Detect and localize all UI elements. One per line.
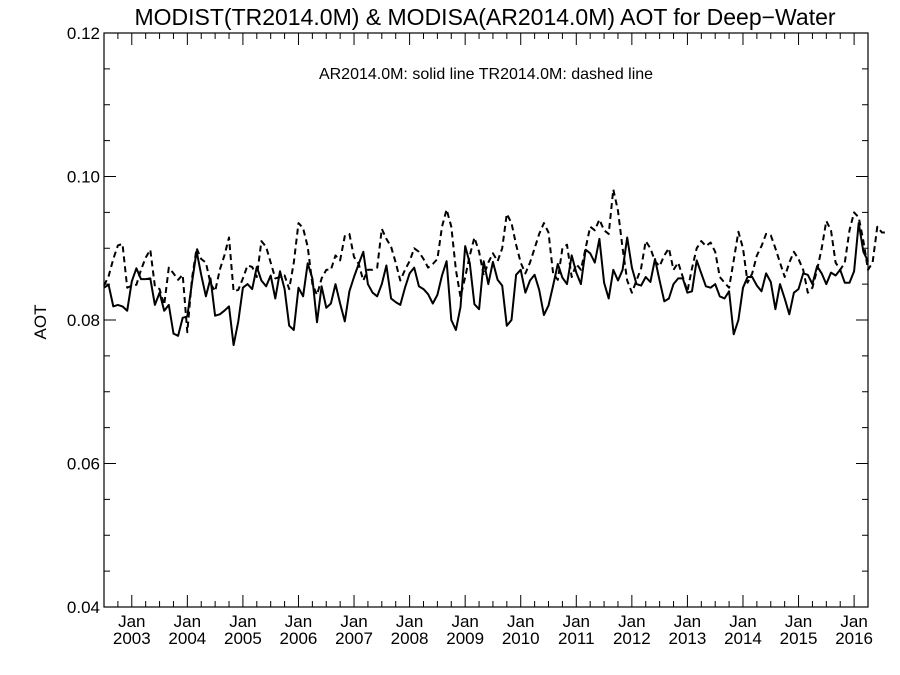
x-tick-label-year: 2012 bbox=[613, 629, 651, 648]
x-tick-label-month: Jan bbox=[451, 612, 478, 631]
x-tick-label-month: Jan bbox=[840, 612, 867, 631]
x-tick-label-year: 2009 bbox=[446, 629, 484, 648]
x-tick-label-year: 2014 bbox=[724, 629, 762, 648]
x-tick-label-year: 2005 bbox=[224, 629, 262, 648]
x-tick-label-year: 2008 bbox=[391, 629, 429, 648]
x-tick-label-month: Jan bbox=[507, 612, 534, 631]
x-tick-label-year: 2011 bbox=[558, 629, 595, 648]
x-tick-label-year: 2010 bbox=[502, 629, 540, 648]
series-lines bbox=[103, 188, 887, 347]
y-tick-label: 0.04 bbox=[67, 598, 100, 617]
y-tick-label: 0.06 bbox=[67, 455, 100, 474]
x-tick-label-month: Jan bbox=[563, 612, 590, 631]
x-tick-label-month: Jan bbox=[618, 612, 645, 631]
y-tick-label: 0.10 bbox=[67, 168, 100, 187]
plot-border bbox=[103, 32, 869, 608]
x-tick-label-year: 2007 bbox=[335, 629, 373, 648]
y-tick-label: 0.08 bbox=[67, 311, 100, 330]
y-axis: 0.04 0.06 0.08 0.10 0.12 bbox=[67, 24, 868, 617]
x-tick-label-month: Jan bbox=[229, 612, 256, 631]
x-tick-label-year: 2015 bbox=[780, 629, 818, 648]
x-tick-label-year: 2013 bbox=[669, 629, 707, 648]
x-tick-label-month: Jan bbox=[340, 612, 367, 631]
x-tick-label-year: 2003 bbox=[113, 629, 151, 648]
x-tick-label-month: Jan bbox=[174, 612, 201, 631]
x-tick-label-month: Jan bbox=[785, 612, 812, 631]
series-line-solid bbox=[103, 222, 869, 347]
y-axis-label: AOT bbox=[31, 305, 50, 340]
x-tick-label-year: 2016 bbox=[835, 629, 873, 648]
x-tick-label-month: Jan bbox=[396, 612, 423, 631]
y-tick-label: 0.12 bbox=[67, 24, 100, 43]
x-axis: Jan2003Jan2004Jan2005Jan2006Jan2007Jan20… bbox=[103, 33, 873, 648]
legend-annotation: AR2014.0M: solid line TR2014.0M: dashed … bbox=[319, 66, 653, 83]
x-tick-label-month: Jan bbox=[285, 612, 312, 631]
x-tick-label-month: Jan bbox=[729, 612, 756, 631]
x-tick-label-month: Jan bbox=[118, 612, 145, 631]
x-tick-label-year: 2004 bbox=[168, 629, 206, 648]
series-line-dashed bbox=[103, 188, 887, 334]
plot-frame bbox=[103, 32, 869, 608]
chart-title: MODIST(TR2014.0M) & MODISA(AR2014.0M) AO… bbox=[134, 4, 835, 30]
x-tick-label-year: 2006 bbox=[280, 629, 318, 648]
x-tick-label-month: Jan bbox=[674, 612, 701, 631]
